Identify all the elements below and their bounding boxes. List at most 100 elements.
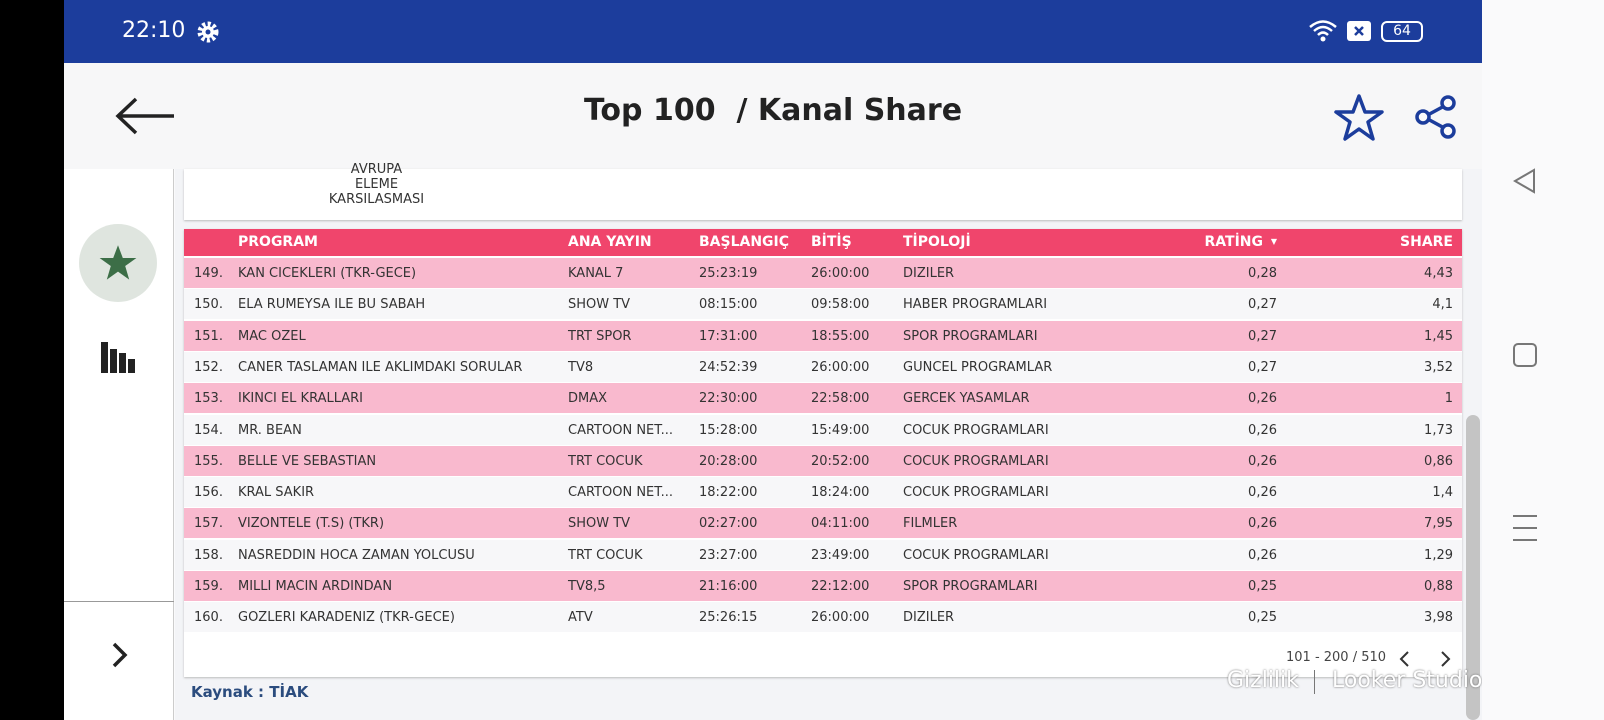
brand: Looker Studio xyxy=(1332,668,1483,693)
table-row[interactable]: 156. KRAL SAKIR CARTOON NET... 18:22:00 18:2… xyxy=(184,477,1462,509)
previous-row-text: AVRUPA ELEME KARSILASMASI xyxy=(304,162,449,207)
expand-button[interactable] xyxy=(110,641,130,669)
table-row[interactable]: 157. VIZONTELE (T.S) (TKR) SHOW TV 02:27:00… xyxy=(184,508,1462,540)
table-cell: 18:22:00 xyxy=(699,485,758,501)
table-cell: 20:28:00 xyxy=(699,453,758,469)
table-cell: 26:00:00 xyxy=(811,359,870,375)
table-cell: TRT COCUK xyxy=(568,547,643,563)
table-cell: 04:11:00 xyxy=(811,516,870,532)
table-cell: 0,26 xyxy=(1248,391,1277,407)
table-row[interactable]: 153. IKINCI EL KRALLARI DMAX 22:30:00 22:58:… xyxy=(184,383,1462,415)
table-cell: 24:52:39 xyxy=(699,359,758,375)
table-cell: 0,26 xyxy=(1248,516,1277,532)
table-cell: 0,26 xyxy=(1248,485,1277,501)
prev-page[interactable] xyxy=(1398,650,1412,668)
time: 22:10 xyxy=(122,18,186,43)
table-cell: 0,27 xyxy=(1248,297,1277,313)
table-cell: DIZILER xyxy=(903,266,955,281)
table-cell: 0,86 xyxy=(1424,453,1453,469)
table-cell: 1,73 xyxy=(1424,422,1453,438)
sort-indicator: ▼ xyxy=(1270,237,1277,246)
sidebar xyxy=(64,169,174,720)
table-row[interactable]: 159. MILLI MACIN ARDINDAN TV8,5 21:16:00 22:… xyxy=(184,571,1462,602)
privacy-link[interactable]: Gizlilik xyxy=(1227,668,1299,693)
nav-bar xyxy=(1482,0,1604,720)
share-button[interactable] xyxy=(1414,95,1458,139)
settings-icon xyxy=(197,21,219,43)
table-cell: 23:27:00 xyxy=(699,547,758,563)
table-cell: KAN CICEKLERI (TKR-GECE) xyxy=(238,266,417,281)
battery: 64 xyxy=(1381,21,1423,42)
table-cell: 09:58:00 xyxy=(811,297,870,313)
table-cell: 7,95 xyxy=(1424,516,1453,532)
table-cell: 22:12:00 xyxy=(811,579,870,594)
column-header: ANA YAYIN xyxy=(568,234,652,250)
favorite-button[interactable] xyxy=(1334,93,1384,141)
table-cell: CARTOON NET... xyxy=(568,422,674,438)
table-cell: IKINCI EL KRALLARI xyxy=(238,391,364,407)
page-title: Top 100 / Kanal Share xyxy=(583,93,963,128)
table-cell: COCUK PROGRAMLARI xyxy=(903,453,1049,469)
table-cell: GOZLERI KARADENIZ (TKR-GECE) xyxy=(238,610,455,626)
table-cell: SHOW TV xyxy=(568,516,631,532)
table-cell: 0,88 xyxy=(1424,579,1453,594)
table-cell: 1 xyxy=(1444,391,1453,407)
source: Kaynak : TİAK xyxy=(191,683,309,701)
footer-divider xyxy=(1314,670,1315,694)
reports-nav[interactable] xyxy=(101,339,135,373)
table-cell: 1,45 xyxy=(1424,328,1453,344)
table-cell: GERCEK YASAMLAR xyxy=(903,391,1030,407)
next-page[interactable] xyxy=(1438,650,1452,668)
table-cell: ATV xyxy=(568,610,593,626)
table-row[interactable]: 150. ELA RUMEYSA ILE BU SABAH SHOW TV 08:15… xyxy=(184,289,1462,321)
table-cell: 26:00:00 xyxy=(811,266,870,281)
table-cell: 25:23:19 xyxy=(699,266,758,281)
table-cell: 18:55:00 xyxy=(811,328,870,344)
table-cell: MR. BEAN xyxy=(238,422,302,438)
table-row[interactable]: 152. CANER TASLAMAN ILE AKLIMDAKI SORULAR… xyxy=(184,351,1462,383)
table-row[interactable]: 160. GOZLERI KARADENIZ (TKR-GECE) ATV 25:26… xyxy=(184,602,1462,634)
app-bar: Top 100 / Kanal Share xyxy=(64,63,1482,169)
table-cell: VIZONTELE (T.S) (TKR) xyxy=(238,516,385,532)
table-cell: 0,26 xyxy=(1248,453,1277,469)
table-cell: 153. xyxy=(194,391,223,407)
table-cell: KRAL SAKIR xyxy=(238,485,315,501)
scrollbar xyxy=(1466,415,1480,720)
table-row[interactable]: 151. MAC OZEL TRT SPOR 17:31:00 18:55:00 SPOR… xyxy=(184,320,1462,352)
table-cell: SPOR PROGRAMLARI xyxy=(903,579,1038,594)
table-cell: FILMLER xyxy=(903,516,958,532)
nav-recents[interactable] xyxy=(1512,514,1538,542)
table-cell: TV8,5 xyxy=(568,579,606,594)
nav-back[interactable] xyxy=(1512,168,1538,194)
table-cell: 151. xyxy=(194,328,223,344)
table-cell: 3,52 xyxy=(1424,359,1453,375)
table-row[interactable]: 149. KAN CICEKLERI (TKR-GECE) KANAL 7 25:23… xyxy=(184,258,1462,289)
favorites-nav[interactable] xyxy=(79,224,157,302)
table-cell: CARTOON NET... xyxy=(568,485,674,501)
table-cell: 150. xyxy=(194,297,223,313)
column-header: PROGRAM xyxy=(238,234,318,250)
battery-level: 64 xyxy=(1393,23,1411,39)
table-cell: 15:28:00 xyxy=(699,422,758,438)
column-header: BİTİŞ xyxy=(811,234,852,250)
table-cell: TRT COCUK xyxy=(568,453,643,469)
text-line: KARSILASMASI xyxy=(328,192,425,207)
table-cell: 0,25 xyxy=(1248,610,1277,626)
table-cell: MAC OZEL xyxy=(238,328,306,344)
table-row[interactable]: 155. BELLE VE SEBASTIAN TRT COCUK 20:28:00 2… xyxy=(184,445,1462,477)
back-button[interactable] xyxy=(114,96,176,136)
table-cell: DIZILER xyxy=(903,610,955,626)
table-body: 149. KAN CICEKLERI (TKR-GECE) KANAL 7 25:23… xyxy=(184,258,1462,646)
table-cell: 155. xyxy=(194,453,223,469)
table-cell: 159. xyxy=(194,579,223,594)
table-cell: COCUK PROGRAMLARI xyxy=(903,485,1049,501)
table-row[interactable]: 158. NASREDDIN HOCA ZAMAN YOLCUSU TRT COCU… xyxy=(184,539,1462,571)
table-cell: 1,4 xyxy=(1432,485,1453,501)
table-row[interactable]: 154. MR. BEAN CARTOON NET... 15:28:00 15:49:… xyxy=(184,414,1462,446)
nav-home[interactable] xyxy=(1513,343,1537,367)
wifi-icon xyxy=(1309,20,1337,42)
table-cell: COCUK PROGRAMLARI xyxy=(903,422,1049,438)
table-cell: 160. xyxy=(194,610,223,626)
table-cell: 0,26 xyxy=(1248,422,1277,438)
